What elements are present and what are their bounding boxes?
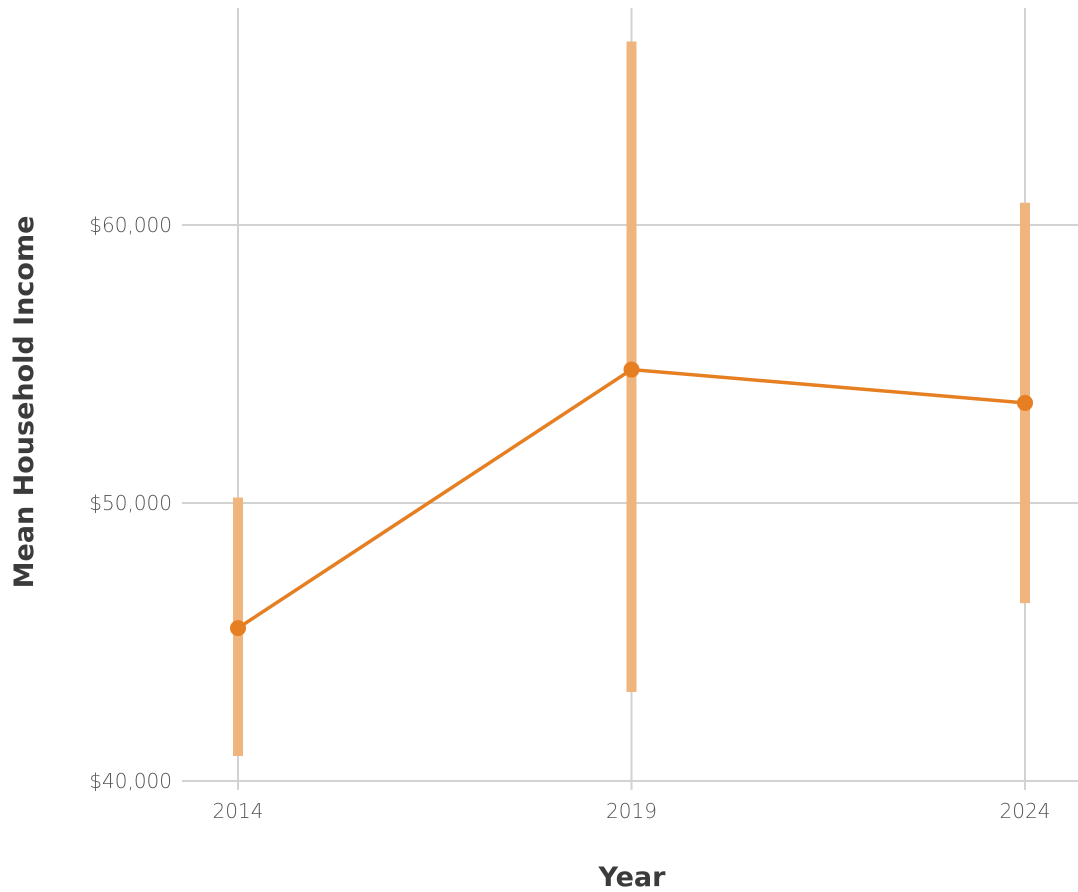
data-points [230, 361, 1033, 637]
y-axis-title: Mean Household Income [9, 216, 40, 589]
y-tick-label: $50,000 [89, 491, 172, 515]
y-axis-ticks: $40,000 $50,000 $60,000 [89, 213, 172, 793]
x-axis-title: Year [598, 862, 667, 892]
y-tick-label: $60,000 [89, 213, 172, 237]
x-axis-ticks: 2014 2019 2024 [213, 799, 1051, 823]
x-tick-label: 2024 [1000, 799, 1051, 823]
data-point [1017, 394, 1033, 411]
y-tick-label: $40,000 [89, 769, 172, 793]
data-point [623, 361, 640, 378]
x-tick-label: 2014 [213, 799, 264, 823]
confidence-intervals [233, 41, 1030, 756]
x-tick-label: 2019 [606, 799, 657, 823]
data-point [230, 620, 246, 637]
